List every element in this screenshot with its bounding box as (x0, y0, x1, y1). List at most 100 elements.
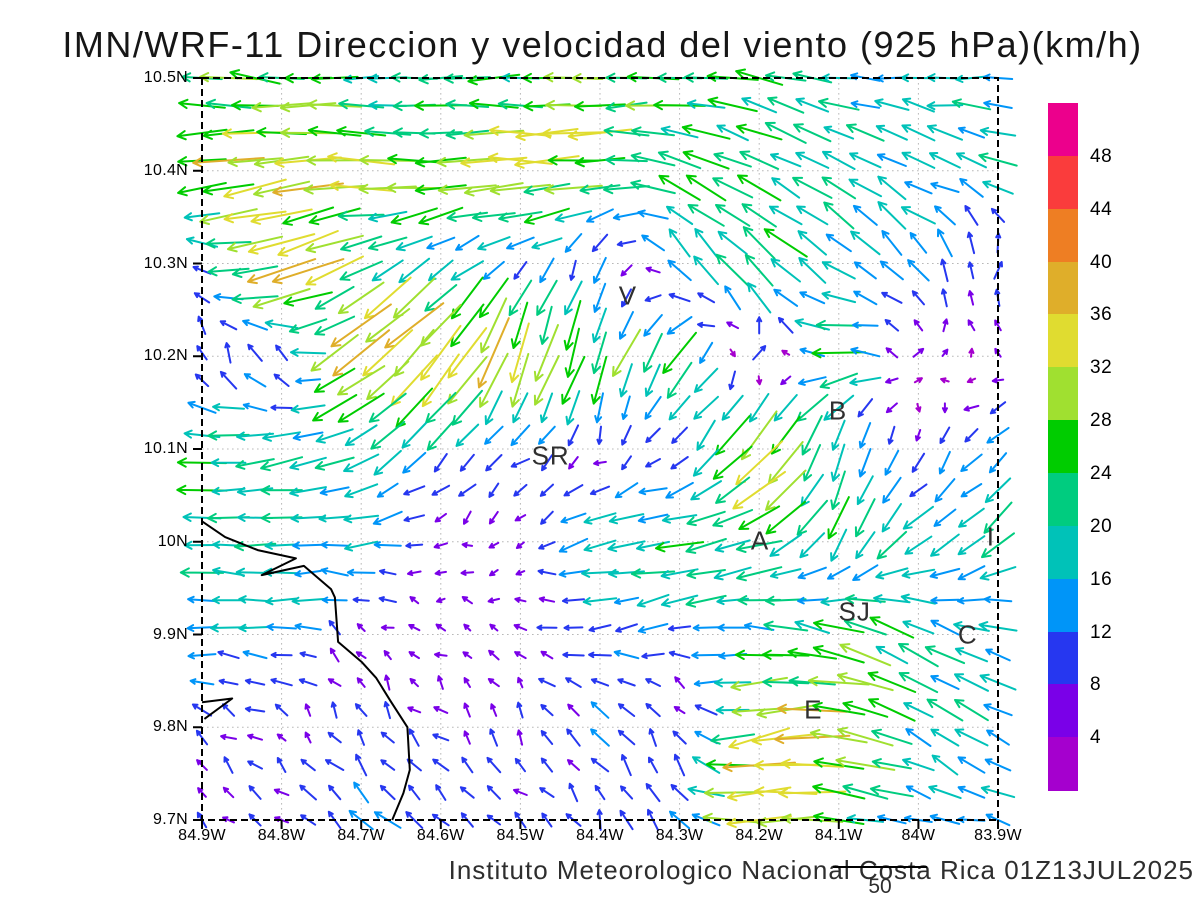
wind-arrow (222, 786, 235, 799)
wind-arrow (582, 596, 618, 606)
wind-arrow (913, 319, 924, 332)
wind-arrow (279, 102, 337, 113)
wind-arrow (305, 255, 364, 286)
wind-arrow (867, 671, 917, 693)
wind-arrow (668, 228, 691, 258)
wind-arrow (248, 785, 262, 800)
wind-arrow (812, 783, 866, 800)
wind-arrow (486, 814, 501, 826)
x-tick-label: 84.5W (496, 827, 545, 844)
wind-arrow (931, 754, 959, 776)
city-label-i: I (986, 521, 995, 552)
wind-arrow (762, 677, 810, 688)
wind-arrow (514, 596, 527, 603)
wind-arrow (686, 99, 726, 109)
colorbar-label: 8 (1090, 674, 1102, 696)
colorbar-label: 20 (1090, 515, 1113, 537)
wind-arrow (607, 540, 646, 553)
wind-arrow (270, 677, 293, 687)
wind-arrow (265, 597, 299, 606)
wind-arrow (914, 429, 922, 442)
wind-arrow (513, 483, 528, 497)
wind-arrow (478, 277, 509, 319)
wind-arrow (735, 123, 783, 141)
wind-arrow (202, 183, 255, 196)
wind-arrow (614, 482, 639, 499)
wind-arrow (796, 499, 828, 536)
wind-arrow (741, 203, 777, 228)
wind-arrow (195, 729, 209, 746)
wind-arrow (434, 512, 447, 523)
wind-arrow (460, 569, 475, 576)
wind-arrow (418, 128, 463, 139)
wind-arrow (637, 623, 669, 634)
wind-arrow (881, 230, 903, 256)
wind-arrow (613, 649, 640, 660)
wind-arrow (848, 178, 883, 198)
wind-arrow (983, 595, 1013, 604)
wind-arrow (882, 476, 902, 504)
wind-arrow (562, 597, 585, 604)
colorbar-label: 44 (1090, 198, 1113, 220)
wind-arrow (300, 758, 316, 772)
wind-arrow (874, 98, 910, 111)
wind-arrow (823, 394, 855, 421)
city-label-a: A (750, 525, 770, 556)
wind-arrow (749, 393, 770, 423)
wind-arrow (515, 569, 526, 576)
wind-arrow (463, 730, 471, 745)
wind-arrow (253, 180, 311, 198)
wind-arrow (939, 426, 951, 444)
wind-arrow (668, 395, 691, 421)
wind-arrow (934, 205, 956, 226)
wind-arrow (831, 419, 846, 451)
wind-arrow (648, 728, 657, 747)
wind-arrow (967, 261, 975, 280)
wind-arrow (447, 327, 488, 379)
wind-arrow (885, 402, 898, 414)
wind-arrow (539, 257, 555, 284)
wind-arrow (283, 291, 333, 307)
wind-arrow (379, 568, 397, 576)
wind-arrow (314, 456, 355, 471)
wind-arrow (796, 205, 829, 226)
colorbar-segment (1048, 420, 1078, 474)
wind-arrow (732, 470, 786, 510)
wind-arrow (445, 99, 490, 110)
wind-arrow (314, 285, 355, 310)
wind-arrow (682, 150, 730, 170)
wind-arrow (541, 812, 553, 828)
wind-arrow (463, 510, 472, 525)
wind-arrow (957, 126, 985, 139)
wind-arrow (425, 391, 457, 424)
wind-arrow (276, 733, 287, 742)
city-label-e: E (804, 694, 823, 725)
wind-arrow (685, 174, 727, 202)
wind-arrow (666, 361, 693, 399)
wind-arrow (887, 425, 896, 445)
wind-arrow (645, 266, 661, 274)
wind-arrow (617, 703, 636, 717)
wind-arrow (809, 729, 868, 744)
wind-arrow (915, 402, 922, 413)
wind-arrow (223, 178, 287, 200)
wind-arrow (295, 377, 322, 385)
wind-arrow (588, 651, 612, 659)
wind-arrow (660, 125, 699, 139)
wind-arrow (747, 282, 772, 314)
wind-arrow (770, 258, 801, 283)
y-tick-label: 10.4N (143, 161, 188, 179)
colorbar-segment (1048, 208, 1078, 263)
wind-arrow (926, 698, 964, 722)
wind-arrow (855, 531, 876, 560)
wind-arrow (327, 731, 342, 744)
wind-arrow (741, 96, 778, 114)
wind-arrow (308, 207, 361, 226)
wind-arrow (591, 307, 607, 344)
wind-arrow (433, 453, 448, 473)
wind-arrow (219, 320, 238, 331)
wind-arrow (298, 678, 318, 687)
wind-arrow (560, 512, 587, 524)
wind-arrow (621, 424, 632, 446)
wind-arrow (376, 482, 399, 498)
